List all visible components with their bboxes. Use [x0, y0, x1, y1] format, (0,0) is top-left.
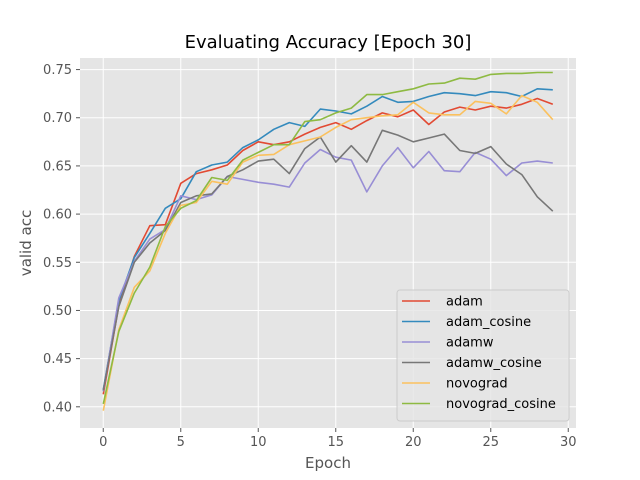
- legend-label: novograd: [446, 377, 508, 392]
- y-tick-label: 0.65: [43, 159, 72, 174]
- y-tick-label: 0.50: [43, 304, 72, 319]
- y-tick-label: 0.60: [43, 208, 72, 223]
- x-tick-label: 20: [405, 435, 422, 450]
- chart-title: Evaluating Accuracy [Epoch 30]: [185, 32, 472, 53]
- legend-label: novograd_cosine: [446, 397, 556, 412]
- series-line-adam: [102, 97, 554, 395]
- x-tick-label: 0: [99, 435, 107, 450]
- series-line-novograd-cosine: [102, 71, 553, 405]
- x-tick-label: 25: [482, 435, 499, 450]
- x-tick-label: 10: [250, 435, 267, 450]
- y-tick-label: 0.75: [43, 63, 72, 78]
- legend-box: [396, 289, 570, 422]
- legend-label: adam: [446, 295, 483, 310]
- legend-label: adamw: [446, 336, 494, 351]
- x-axis-label: Epoch: [305, 454, 351, 472]
- x-tick-labels: 0 5 10 15 20 25 30: [99, 428, 577, 450]
- y-tick-label: 0.70: [43, 111, 72, 126]
- y-tick-label: 0.45: [43, 352, 72, 367]
- legend-label: adam_cosine: [446, 315, 531, 330]
- x-tick-label: 5: [177, 435, 185, 450]
- y-axis-label: valid acc: [17, 210, 35, 276]
- y-tick-label: 0.40: [43, 400, 72, 415]
- series-line-adamw: [102, 146, 553, 392]
- series-line-adamw-cosine: [102, 129, 554, 391]
- legend-label: adamw_cosine: [446, 356, 542, 371]
- series-line-novograd: [102, 94, 554, 411]
- series-lines: [102, 71, 554, 411]
- y-tick-label: 0.55: [43, 256, 72, 271]
- x-tick-label: 30: [560, 435, 577, 450]
- x-tick-label: 15: [327, 435, 344, 450]
- y-tick-labels: 0.40 0.45 0.50 0.55 0.60 0.65 0.70 0.75: [43, 63, 80, 415]
